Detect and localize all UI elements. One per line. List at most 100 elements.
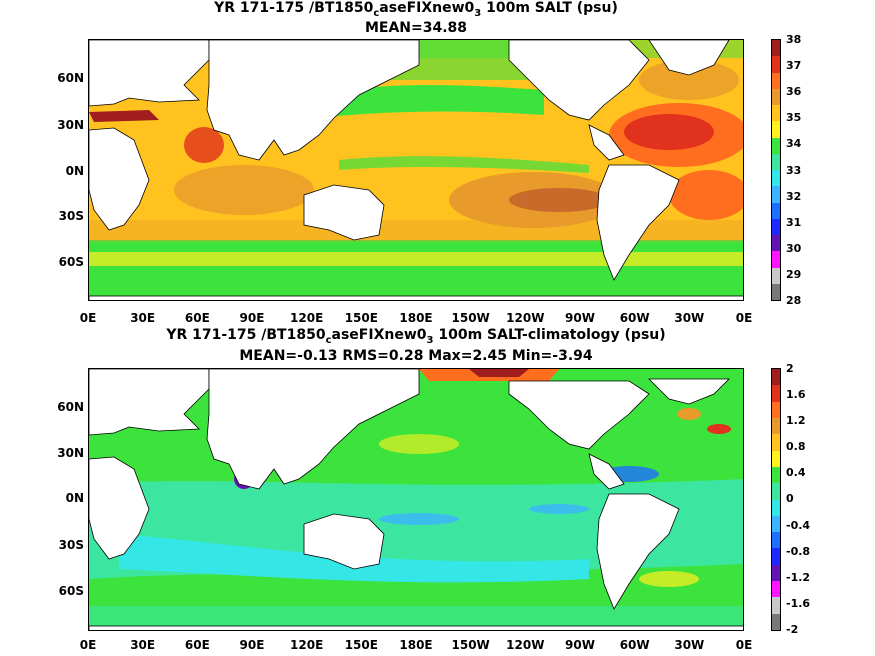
panel1-colorbar-swatch-15 bbox=[772, 283, 780, 300]
panel1-colorbar-label-9: 29 bbox=[786, 268, 802, 281]
panel1-colorbar-label-7: 31 bbox=[786, 216, 802, 229]
panel2-colorbar-label-0: 2 bbox=[786, 362, 794, 375]
panel1-lat-label-60s: 60S bbox=[58, 255, 84, 269]
panel1-lon-label-0: 0E bbox=[79, 311, 97, 325]
panel1-colorbar-label-5: 33 bbox=[786, 164, 802, 177]
panel1-lon-label-2: 60E bbox=[184, 311, 210, 325]
panel2-lon-label-8: 120W bbox=[506, 638, 545, 652]
panel2-colorbar-swatch-12 bbox=[772, 564, 780, 582]
panel1-lat-label-0n: 0N bbox=[65, 164, 84, 178]
panel2-lon-label-2: 60E bbox=[184, 638, 210, 652]
panel2-lon-label-3: 90E bbox=[239, 638, 265, 652]
panel1-title-line1: YR 171-175 /BT1850caseFIXnew03 100m SALT… bbox=[88, 0, 744, 22]
panel1-lon-label-3: 90E bbox=[239, 311, 265, 325]
panel2-lon-label-10: 60W bbox=[619, 638, 650, 652]
panel2-colorbar-label-7: -0.8 bbox=[786, 545, 811, 558]
panel1-colorbar-label-6: 32 bbox=[786, 190, 802, 203]
panel1-colorbar-label-8: 30 bbox=[786, 242, 802, 255]
panel1-land bbox=[89, 40, 743, 300]
panel2-lat-label-30s: 30S bbox=[58, 538, 84, 552]
panel1-map-canvas bbox=[89, 40, 743, 300]
panel1-colorbar-swatch-9 bbox=[772, 186, 780, 203]
panel2-lat-label-30n: 30N bbox=[57, 446, 84, 460]
panel1-southern-ocean-band bbox=[89, 240, 743, 300]
panel2-title-run-sub2: 3 bbox=[426, 334, 434, 346]
panel2-colorbar-label-3: 0.8 bbox=[786, 440, 806, 453]
panel1-colorbar-swatch-8 bbox=[772, 170, 780, 187]
panel2-lat-label-60n: 60N bbox=[57, 400, 84, 414]
panel1-lat-label-30n: 30N bbox=[57, 118, 84, 132]
panel2-colorbar-swatch-7 bbox=[772, 483, 780, 500]
panel2-lon-label-12: 0E bbox=[735, 638, 753, 652]
panel1-lon-label-10: 60W bbox=[619, 311, 650, 325]
panel1-colorbar-label-3: 35 bbox=[786, 111, 802, 124]
panel1-colorbar-label-4: 34 bbox=[786, 137, 802, 150]
panel2-colorbar-label-5: 0 bbox=[786, 492, 794, 505]
panel1-colorbar-label-1: 37 bbox=[786, 59, 802, 72]
panel1-lon-label-12: 0E bbox=[735, 311, 753, 325]
panel2-title-run-prefix: YR 171-175 /BT1850 bbox=[166, 327, 326, 343]
panel1-lon-label-6: 180E bbox=[399, 311, 433, 325]
panel1-colorbar bbox=[771, 39, 781, 301]
panel1-lon-label-11: 30W bbox=[674, 311, 705, 325]
panel1-colorbar-swatch-0 bbox=[772, 40, 780, 57]
panel2-colorbar-swatch-8 bbox=[772, 499, 780, 516]
panel2-colorbar-label-6: -0.4 bbox=[786, 519, 811, 532]
panel1-colorbar-swatch-6 bbox=[772, 137, 780, 154]
panel2-colorbar-swatch-10 bbox=[772, 532, 780, 549]
panel1-lon-label-7: 150W bbox=[451, 311, 490, 325]
panel1-colorbar-swatch-4 bbox=[772, 105, 780, 122]
panel1-lat-label-60n: 60N bbox=[57, 71, 84, 85]
panel2-colorbar-swatch-3 bbox=[772, 417, 780, 435]
panel1-colorbar-swatch-10 bbox=[772, 202, 780, 219]
panel2-anomaly-map bbox=[88, 368, 744, 631]
panel1-colorbar-swatch-14 bbox=[772, 267, 780, 284]
panel1-colorbar-swatches bbox=[772, 40, 780, 300]
panel2-colorbar-swatch-11 bbox=[772, 548, 780, 565]
panel2-colorbar-label-10: -2 bbox=[786, 623, 799, 636]
panel2-colorbar-swatches bbox=[772, 369, 780, 630]
panel1-lon-label-4: 120E bbox=[290, 311, 324, 325]
panel1-title-run-sub1: c bbox=[373, 7, 380, 19]
panel1-colorbar-swatch-1 bbox=[772, 56, 780, 73]
panel1-lon-label-1: 30E bbox=[130, 311, 156, 325]
panel2-colorbar-swatch-5 bbox=[772, 450, 780, 467]
panel1-lon-label-9: 90W bbox=[565, 311, 595, 325]
panel2-title-run-mid: aseFIXnew0 bbox=[331, 327, 427, 343]
panel2-colorbar-label-4: 0.4 bbox=[786, 466, 806, 479]
panel2-lon-label-6: 180E bbox=[399, 638, 433, 652]
panel2-colorbar-swatch-0 bbox=[772, 369, 780, 386]
panel2-lon-label-4: 120E bbox=[290, 638, 324, 652]
panel1-colorbar-swatch-2 bbox=[772, 72, 780, 89]
panel2-colorbar-swatch-15 bbox=[772, 613, 780, 630]
panel2-lat-label-60s: 60S bbox=[58, 584, 84, 598]
panel1-colorbar-swatch-13 bbox=[772, 251, 780, 268]
panel1-colorbar-label-0: 38 bbox=[786, 33, 802, 46]
panel2-colorbar-label-9: -1.6 bbox=[786, 597, 811, 610]
panel2-colorbar-swatch-13 bbox=[772, 581, 780, 598]
panel1-north-pacific-band bbox=[319, 85, 544, 118]
panel2-colorbar-swatch-4 bbox=[772, 434, 780, 451]
panel1-colorbar-label-10: 28 bbox=[786, 294, 802, 307]
panel1-colorbar-swatch-7 bbox=[772, 153, 780, 170]
panel1-lon-label-5: 150E bbox=[344, 311, 378, 325]
panel1-title-run-mid: aseFIXnew0 bbox=[379, 0, 475, 16]
panel2-lon-label-9: 90W bbox=[565, 638, 595, 652]
panel1-title-run-sub2: 3 bbox=[474, 7, 482, 19]
panel2-colorbar-swatch-6 bbox=[772, 466, 780, 484]
panel2-lat-label-0n: 0N bbox=[65, 491, 84, 505]
panel2-colorbar-label-2: 1.2 bbox=[786, 414, 806, 427]
panel1-colorbar-swatch-5 bbox=[772, 121, 780, 138]
panel2-title-line1: YR 171-175 /BT1850caseFIXnew03 100m SALT… bbox=[88, 327, 744, 349]
panel1-lat-label-30s: 30S bbox=[58, 209, 84, 223]
panel2-colorbar-swatch-1 bbox=[772, 385, 780, 402]
panel2-colorbar-swatch-2 bbox=[772, 401, 780, 418]
panel2-lon-label-0: 0E bbox=[79, 638, 97, 652]
panel2-title-run-suffix: 100m SALT-climatology (psu) bbox=[433, 327, 666, 343]
panel2-colorbar-label-1: 1.6 bbox=[786, 388, 806, 401]
panel2-colorbar-swatch-14 bbox=[772, 597, 780, 614]
panel2-lon-label-1: 30E bbox=[130, 638, 156, 652]
panel1-colorbar-label-2: 36 bbox=[786, 85, 802, 98]
panel2-land bbox=[89, 369, 743, 630]
panel2-colorbar bbox=[771, 368, 781, 631]
